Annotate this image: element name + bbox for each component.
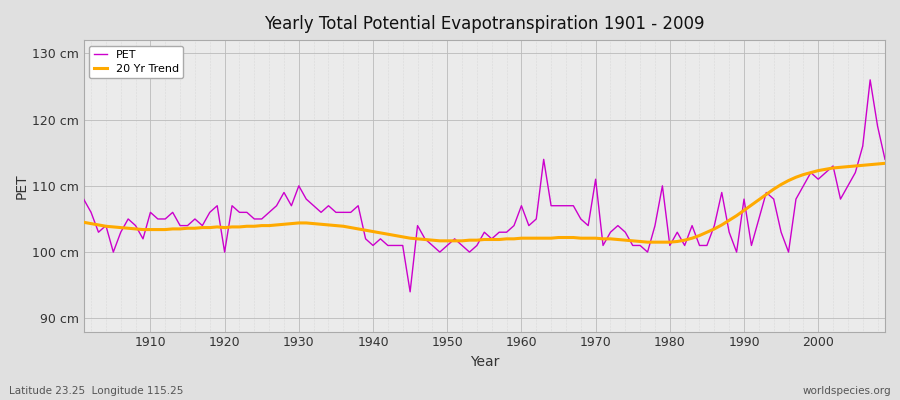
Legend: PET, 20 Yr Trend: PET, 20 Yr Trend [89, 46, 184, 78]
X-axis label: Year: Year [470, 355, 499, 369]
Title: Yearly Total Potential Evapotranspiration 1901 - 2009: Yearly Total Potential Evapotranspiratio… [264, 15, 705, 33]
PET [879, 157, 890, 162]
Text: Latitude 23.25  Longitude 115.25: Latitude 23.25 Longitude 115.25 [9, 386, 184, 396]
20 Yr Trend [78, 220, 89, 225]
PET [524, 223, 535, 228]
PET [138, 236, 148, 241]
20 Yr Trend [301, 220, 311, 225]
20 Yr Trend [879, 161, 890, 166]
20 Yr Trend [508, 236, 519, 241]
PET [301, 197, 311, 202]
PET [516, 203, 526, 208]
PET [346, 210, 356, 215]
Y-axis label: PET: PET [15, 173, 29, 199]
PET [405, 290, 416, 294]
20 Yr Trend [516, 236, 526, 240]
PET [613, 223, 624, 228]
20 Yr Trend [138, 227, 148, 232]
PET [78, 197, 89, 202]
20 Yr Trend [605, 236, 616, 241]
20 Yr Trend [643, 240, 653, 244]
Line: 20 Yr Trend: 20 Yr Trend [84, 163, 885, 242]
Line: PET: PET [84, 80, 885, 292]
PET [865, 78, 876, 82]
20 Yr Trend [346, 225, 356, 230]
Text: worldspecies.org: worldspecies.org [803, 386, 891, 396]
